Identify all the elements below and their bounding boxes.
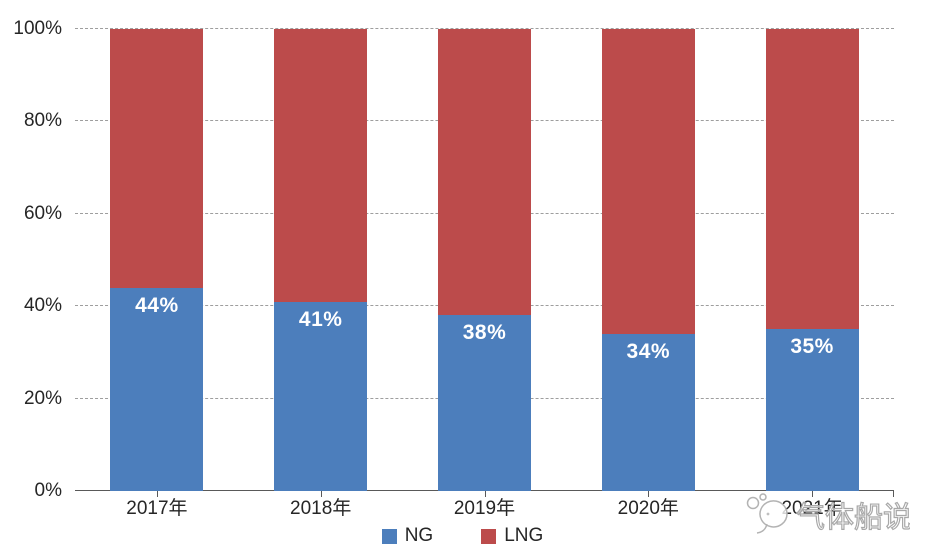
x-axis-label: 2019年 bbox=[453, 498, 516, 519]
x-axis-tick bbox=[484, 491, 486, 497]
legend-label: LNG bbox=[504, 525, 544, 546]
bar-segment-ng-2021年 bbox=[765, 329, 859, 491]
y-axis-tick-label: 80% bbox=[23, 110, 62, 132]
y-axis-tick-label: 100% bbox=[13, 18, 62, 39]
bar-segment-lng-2019年 bbox=[438, 29, 531, 316]
bar-segment-lng-2021年 bbox=[765, 29, 859, 330]
x-axis-label: 2020年 bbox=[617, 498, 679, 519]
watermark-text: 气体船说 bbox=[795, 499, 910, 534]
legend: NG LNG bbox=[0, 522, 925, 550]
bar-segment-lng-2017年 bbox=[110, 29, 204, 288]
x-axis-tick bbox=[156, 491, 158, 497]
x-axis-tick bbox=[320, 491, 322, 497]
legend-item-ng: NG bbox=[381, 525, 434, 547]
bar-segment-ng-2020年 bbox=[601, 333, 695, 491]
bar-segment-ng-2019年 bbox=[438, 315, 531, 491]
data-label: 35% bbox=[790, 335, 834, 359]
y-axis-tick-label: 40% bbox=[23, 295, 62, 317]
bar-segment-ng-2018年 bbox=[274, 301, 368, 491]
legend-swatch-lng bbox=[481, 528, 497, 544]
gridline-100% bbox=[75, 28, 894, 29]
whale-bubbles-logo-icon bbox=[746, 493, 788, 534]
legend-label: NG bbox=[404, 525, 434, 546]
bar-segment-ng-2017年 bbox=[110, 287, 204, 491]
data-label: 38% bbox=[462, 321, 507, 345]
x-axis-label: 2018年 bbox=[290, 498, 352, 519]
watermark: 气体船说 bbox=[744, 492, 910, 540]
legend-item-lng: LNG bbox=[481, 525, 543, 547]
bar-segment-lng-2018年 bbox=[274, 29, 368, 302]
x-axis-tick bbox=[812, 491, 814, 497]
legend-swatch-ng bbox=[381, 528, 397, 544]
y-axis-tick-label: 60% bbox=[23, 202, 62, 224]
data-label: 34% bbox=[626, 339, 671, 363]
data-label: 44% bbox=[135, 293, 179, 317]
y-axis-tick-label: 0% bbox=[34, 480, 62, 501]
y-axis-tick-label: 20% bbox=[23, 387, 62, 409]
x-axis-label: 2021年 bbox=[781, 498, 843, 519]
x-axis-end-tick bbox=[893, 491, 894, 497]
bar-segment-lng-2020年 bbox=[601, 29, 695, 334]
x-axis-tick bbox=[648, 491, 650, 497]
data-label: 41% bbox=[298, 307, 343, 331]
x-axis-label: 2017年 bbox=[126, 498, 188, 519]
svg-text:气体船说: 气体船说 bbox=[796, 500, 910, 534]
